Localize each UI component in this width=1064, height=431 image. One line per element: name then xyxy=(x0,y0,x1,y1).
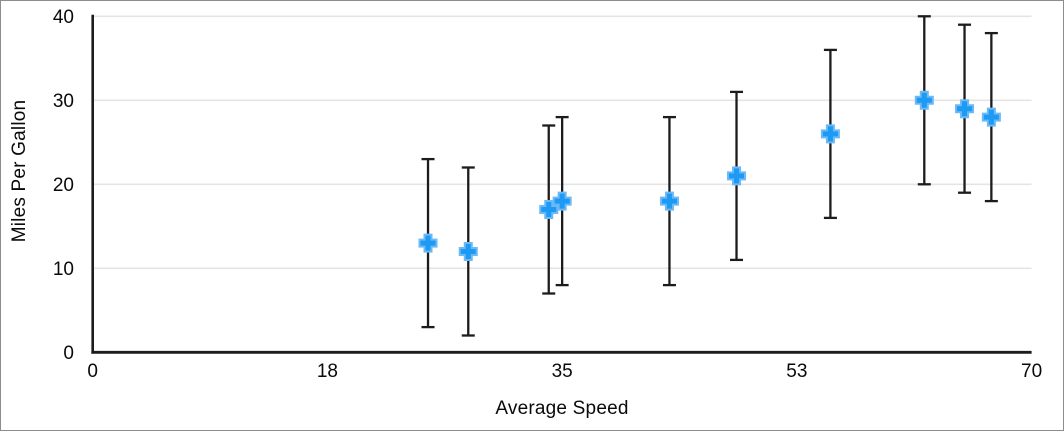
x-tick-label: 0 xyxy=(87,361,98,382)
y-tick-label: 40 xyxy=(53,7,74,28)
data-point-marker xyxy=(820,124,840,144)
x-tick-label: 35 xyxy=(552,361,573,382)
y-tick-label: 0 xyxy=(63,343,74,364)
data-point-marker xyxy=(659,191,679,211)
x-axis-title: Average Speed xyxy=(495,398,629,419)
data-point-marker xyxy=(418,233,438,253)
y-tick-label: 10 xyxy=(53,259,74,280)
y-tick-label: 30 xyxy=(53,91,74,112)
data-point-marker xyxy=(955,99,975,119)
data-point-marker xyxy=(552,191,572,211)
data-point-marker xyxy=(914,90,934,110)
data-point-marker xyxy=(539,200,559,219)
data-point-marker xyxy=(458,242,478,261)
data-point-marker xyxy=(727,166,747,186)
x-tick-label: 70 xyxy=(1021,361,1042,382)
x-tick-label: 53 xyxy=(786,361,807,382)
y-tick-label: 20 xyxy=(53,175,74,196)
x-tick-label: 18 xyxy=(317,361,338,382)
y-axis-title: Miles Per Gallon xyxy=(9,99,30,243)
data-point-marker xyxy=(981,107,1001,127)
